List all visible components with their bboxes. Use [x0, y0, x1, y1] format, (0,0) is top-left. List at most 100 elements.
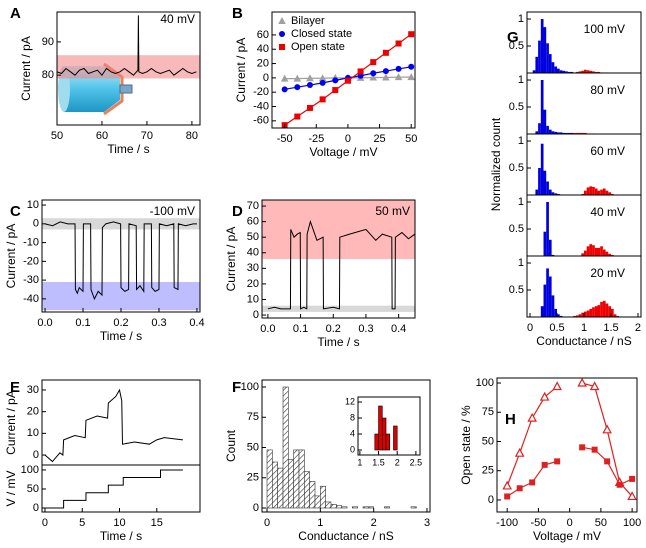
marker [395, 40, 402, 47]
hist-bar [551, 192, 555, 195]
x-tick-label: 0.5 [549, 322, 564, 334]
axes-frame [41, 379, 201, 466]
hist-bar [584, 69, 587, 73]
x-tick-label: -25 [308, 133, 324, 145]
hist-bar [538, 123, 541, 134]
hist-bar [562, 70, 566, 73]
marker [394, 73, 403, 81]
hist-bar [578, 132, 582, 134]
hist-bar [368, 506, 374, 509]
x-tick-label: 1.5 [603, 322, 618, 334]
hist-bar [551, 131, 555, 134]
hist-bar [584, 250, 587, 256]
x-axis-label: Time / s [107, 142, 149, 156]
marker [294, 113, 301, 120]
x-tick-label: 0.2 [326, 323, 341, 335]
x-tick-label: 15 [151, 517, 163, 529]
marker [604, 458, 611, 465]
marker [579, 444, 586, 451]
plot-area [535, 143, 614, 195]
y-tick-label: 4 [350, 428, 355, 438]
annotation: 60 mV [590, 144, 625, 158]
y-tick-label: -20 [253, 86, 269, 98]
hist-bar [605, 251, 609, 256]
y-tick-label: -40 [253, 100, 269, 112]
hist-bar [608, 192, 611, 195]
marker [319, 96, 326, 103]
hist-bar [374, 433, 379, 451]
marker [319, 79, 326, 86]
panel-letter: F [232, 379, 241, 396]
x-tick-label: 1.5 [372, 457, 385, 467]
x-axis-label: Time / s [100, 529, 142, 543]
pore [119, 84, 133, 94]
hist-bar [314, 495, 321, 509]
x-tick-label: 80 [186, 130, 198, 142]
marker [504, 493, 511, 500]
hist-bar [551, 295, 555, 317]
hist-bar [605, 303, 609, 317]
axes-frame [496, 377, 638, 513]
hist-bar [378, 405, 383, 451]
panel-letter: A [10, 5, 21, 22]
hist-bar [557, 314, 560, 317]
hist-bar [567, 71, 571, 73]
hist-bar [325, 501, 332, 509]
hist-bar [546, 43, 549, 73]
x-tick-label: 25 [373, 133, 385, 145]
hist-bar [384, 506, 390, 509]
hist-bar [272, 461, 278, 509]
annotation: 80 mV [590, 83, 625, 97]
y-tick-label: 0.5 [509, 40, 524, 52]
marker [539, 391, 550, 401]
hist-bar [597, 305, 601, 317]
hist-bar [589, 186, 593, 195]
axes-frame [261, 379, 431, 513]
x-tick-label: 0.2 [113, 317, 128, 329]
hist-bar [548, 239, 552, 256]
hist-bar [554, 308, 558, 317]
y-axis-label: Current / pA [224, 227, 238, 292]
x-tick-label: 50 [405, 133, 417, 145]
marker [616, 481, 623, 488]
hist-bar [548, 276, 552, 317]
x-tick-label: 0.0 [260, 323, 275, 335]
hist-bar [586, 310, 590, 317]
marker [369, 73, 378, 81]
panel-letter: E [10, 379, 20, 396]
marker [627, 491, 637, 501]
legend-marker [279, 44, 285, 50]
y-tick-label: 0.5 [509, 223, 524, 235]
hist-bar [554, 66, 558, 73]
hist-bar [610, 308, 614, 317]
legend-marker [278, 17, 286, 24]
hist-bar [548, 129, 552, 134]
panel-letter: G [507, 29, 519, 46]
x-tick-label: 0.1 [293, 323, 308, 335]
hist-bar [266, 449, 273, 509]
hist-bar [540, 143, 544, 195]
marker [516, 485, 523, 492]
y-tick-label: 1 [518, 135, 524, 147]
annotation: -100 mV [150, 204, 195, 218]
y-tick-label: 100 [21, 464, 39, 476]
hist-bar [336, 505, 342, 509]
marker [344, 77, 351, 84]
panel-letter: B [232, 5, 243, 22]
y-tick-label: 75 [482, 406, 494, 418]
hist-bar [538, 168, 541, 195]
y-tick-label: 70 [247, 200, 259, 212]
hist-bar [543, 170, 547, 195]
x-axis-label: Voltage / mV [309, 145, 377, 159]
band [262, 200, 415, 259]
hist-bar [592, 71, 595, 73]
marker [395, 65, 402, 72]
y-tick-label: -30 [23, 274, 39, 286]
hist-bar [602, 188, 606, 195]
hist-bar [385, 433, 391, 451]
hist-bar [594, 188, 598, 195]
hist-bar [586, 70, 590, 73]
x-tick-label: 0 [567, 517, 573, 529]
y-tick-label: 60 [247, 216, 259, 228]
